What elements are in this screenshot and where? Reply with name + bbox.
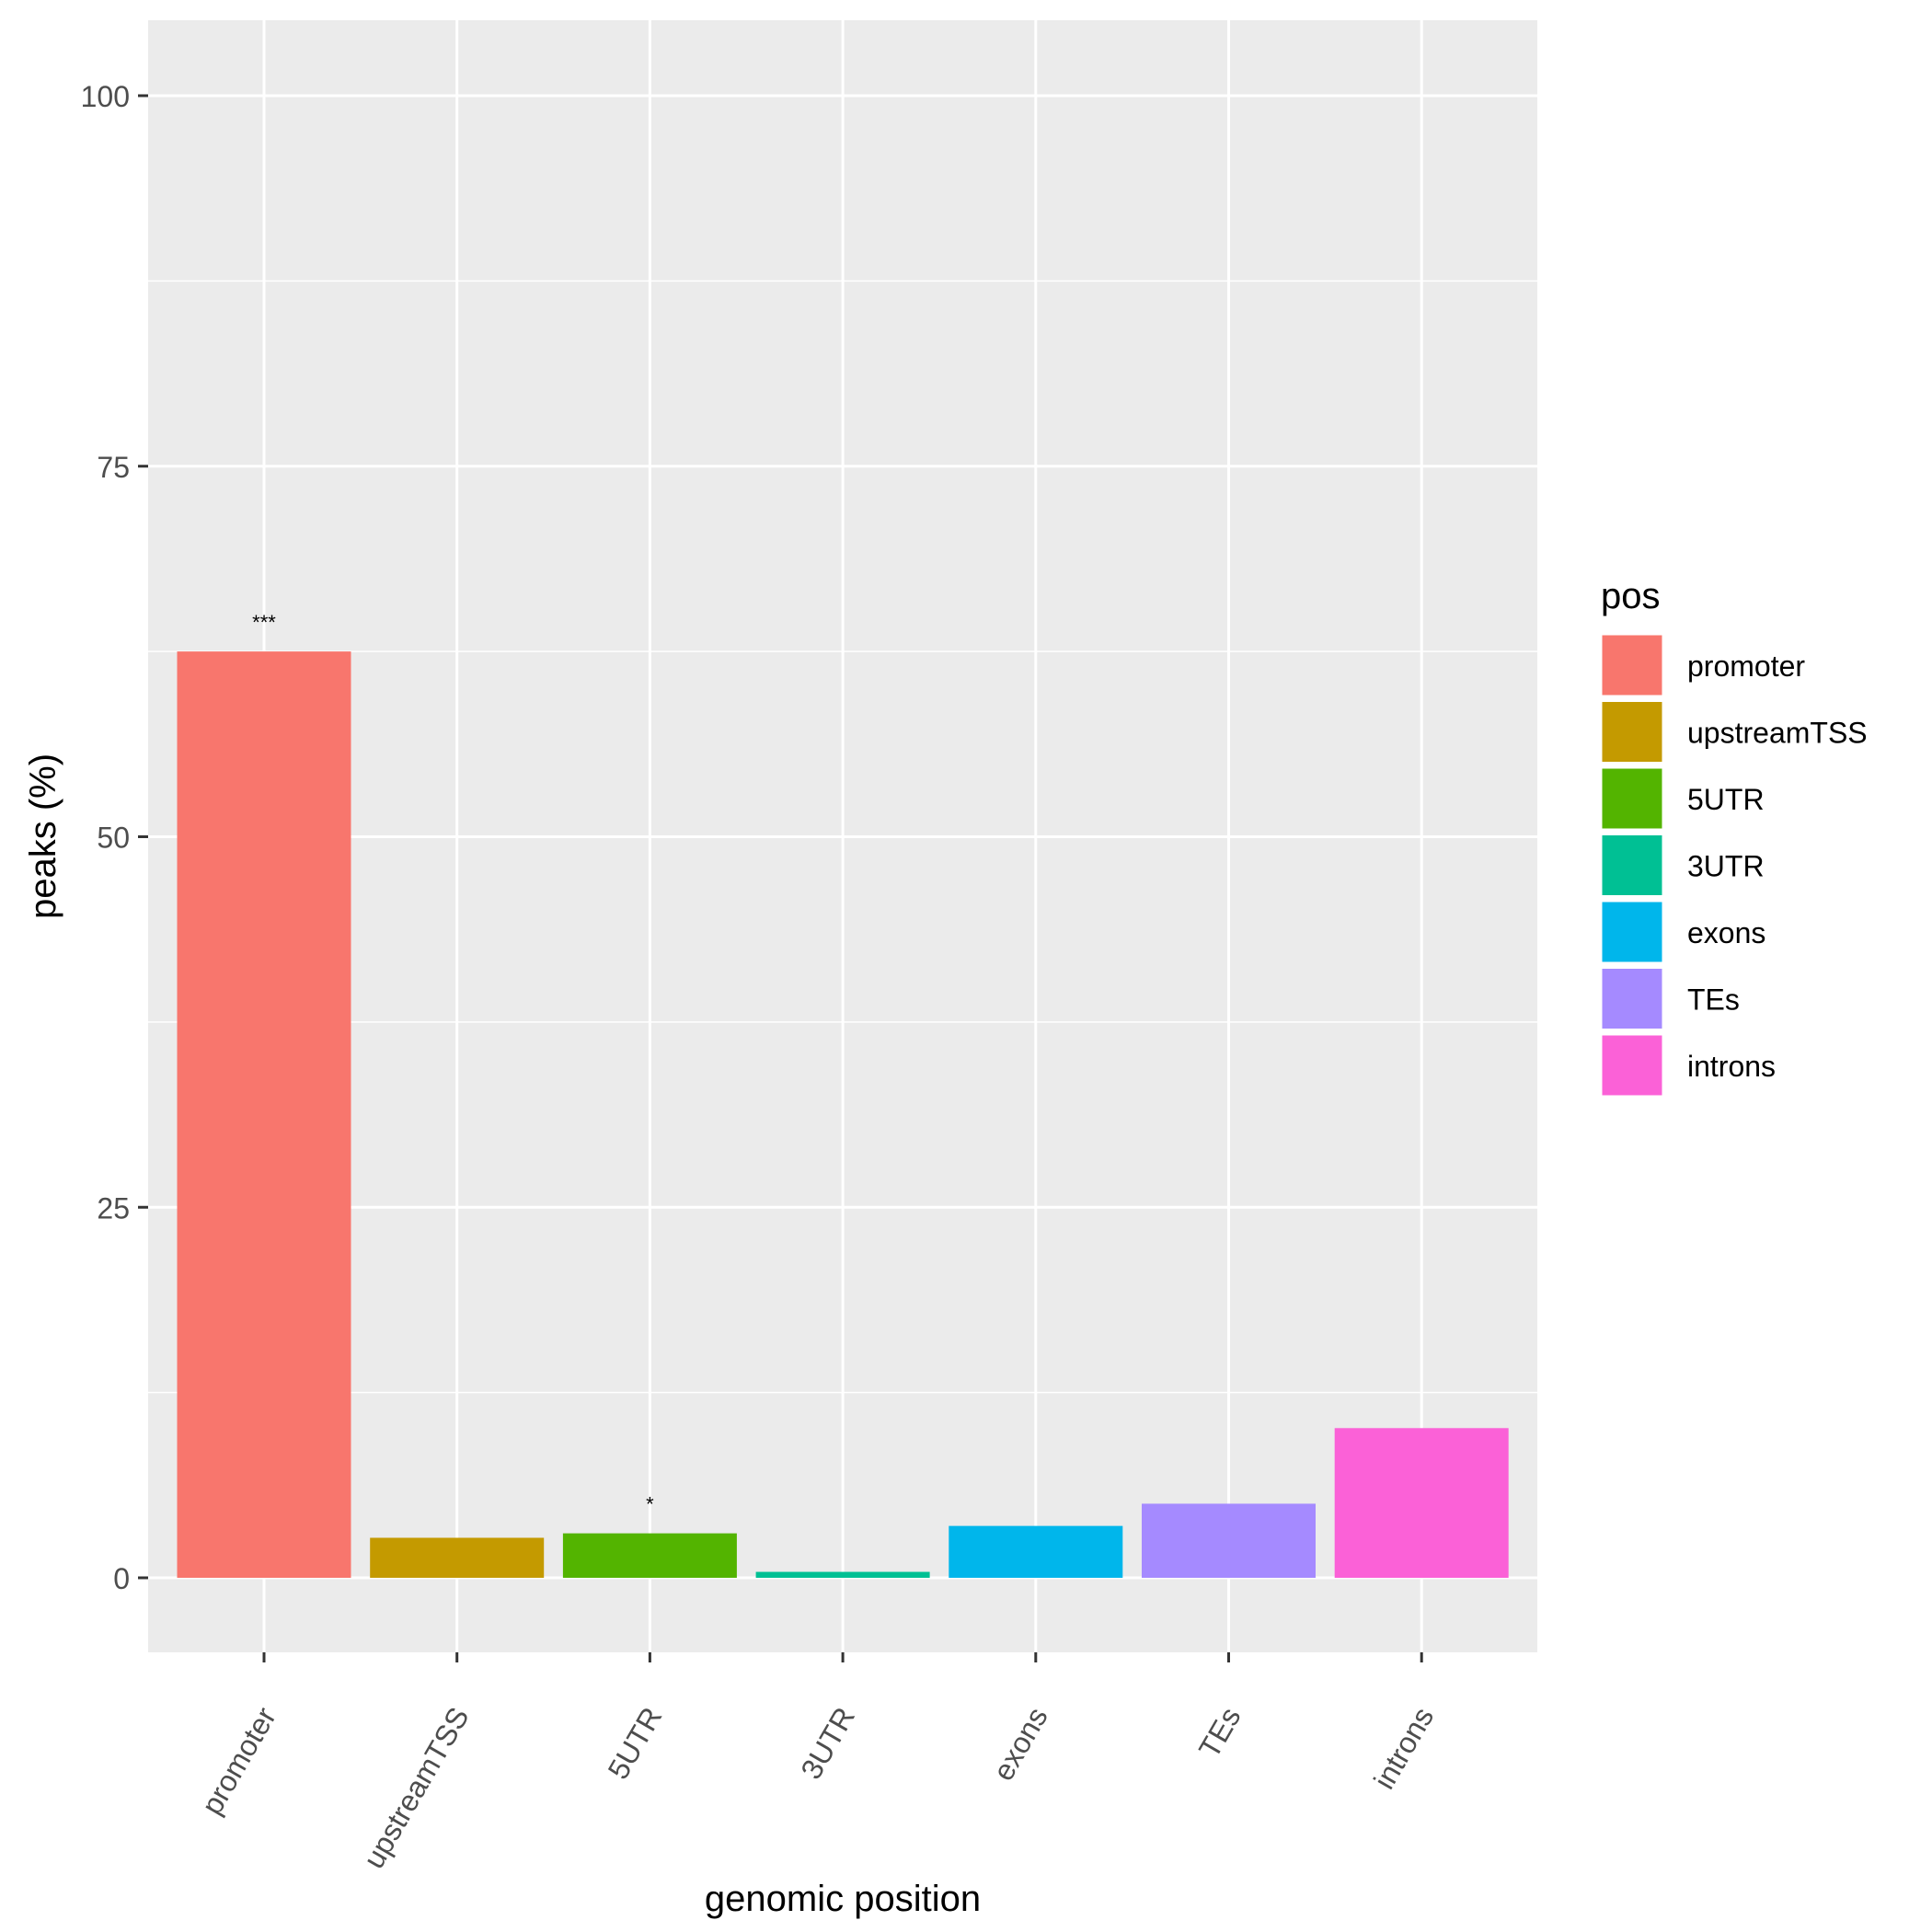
annotation-5UTR: * [646,1493,654,1516]
significance-annotations: **** [252,611,654,1516]
bar-promoter [177,651,351,1578]
x-axis: promoter upstreamTSS 5UTR 3UTR exons TEs intro… [195,1652,1440,1874]
x-tick-label: exons [986,1702,1054,1787]
x-tick-label: 3UTR [794,1702,861,1785]
x-tick-label: 5UTR [602,1702,669,1785]
y-tick-label: 50 [97,822,130,855]
legend-label-upstreamTSS: upstreamTSS [1687,717,1868,750]
bar-5UTR [562,1533,737,1578]
legend-key-5UTR [1599,765,1665,832]
x-axis-title: genomic position [705,1879,981,1919]
x-tick-label: TEs [1192,1702,1248,1764]
bar-exons [949,1525,1123,1578]
y-axis-title: peaks (%) [23,753,63,919]
y-tick-label: 25 [97,1191,130,1225]
legend-key-introns [1599,1032,1665,1098]
legend-label-promoter: promoter [1687,650,1805,683]
bar-3UTR [755,1571,930,1578]
legend-title: pos [1601,576,1661,616]
x-tick-label: promoter [195,1701,282,1820]
legend-key-3UTR [1599,833,1665,898]
legend-label-3UTR: 3UTR [1687,850,1765,883]
legend-key-TEs [1599,966,1665,1031]
legend: pos promoter upstreamTSS 5UTR 3UTR exons TEs i… [1599,576,1868,1098]
legend-key-promoter [1599,632,1665,698]
legend-label-TEs: TEs [1687,983,1740,1017]
x-tick-label: introns [1367,1702,1440,1795]
legend-key-upstreamTSS [1599,699,1665,765]
y-tick-label: 100 [81,80,130,113]
bar-introns [1334,1428,1509,1578]
y-axis: 0 25 50 75 100 [81,80,148,1595]
legend-key-exons [1599,899,1665,965]
annotation-promoter: *** [252,611,276,634]
bars [177,651,1509,1578]
bar-TEs [1142,1503,1316,1578]
y-tick-label: 75 [97,451,130,484]
bar-upstreamTSS [370,1537,545,1578]
legend-label-5UTR: 5UTR [1687,783,1765,816]
x-tick-label: upstreamTSS [357,1702,476,1874]
legend-label-introns: introns [1687,1050,1776,1083]
y-tick-label: 0 [113,1562,130,1595]
legend-label-exons: exons [1687,916,1765,949]
